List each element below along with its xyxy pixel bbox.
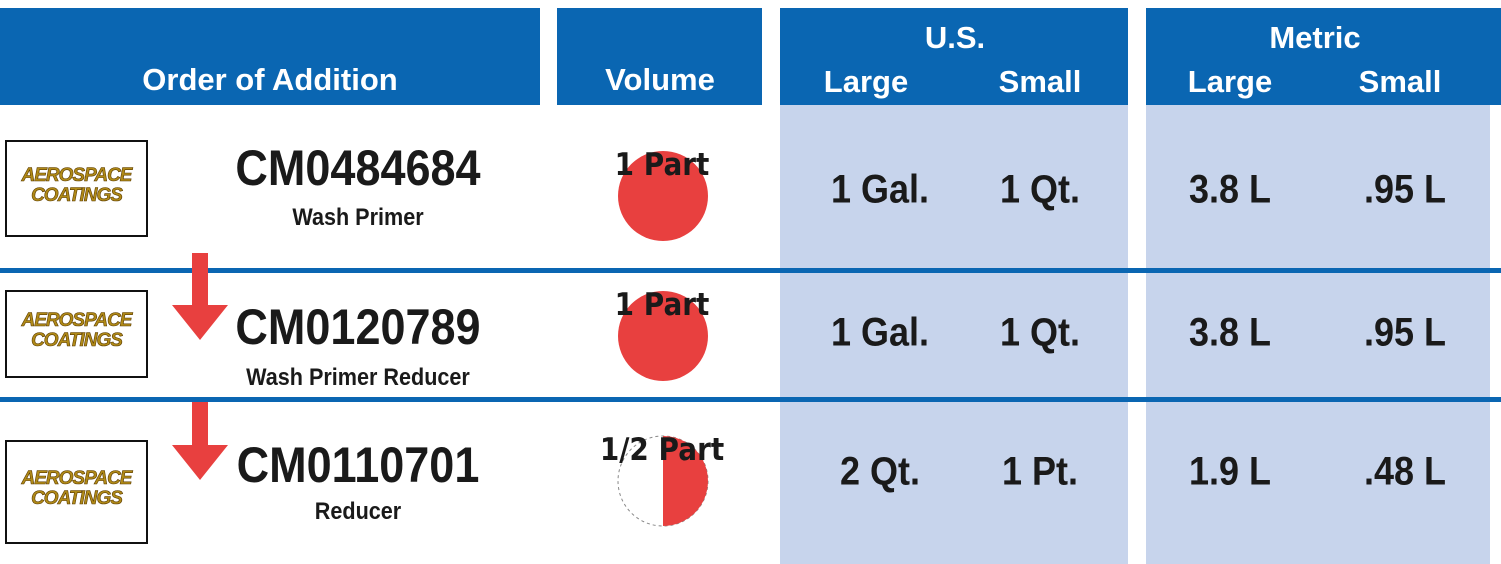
header-volume: Volume bbox=[605, 62, 715, 98]
volume: 1 Part bbox=[615, 147, 710, 183]
us-small: 1 Qt. bbox=[1000, 168, 1080, 213]
product-code: CM0120789 bbox=[235, 298, 480, 356]
volume: 1 Part bbox=[615, 287, 710, 323]
arrow bbox=[172, 253, 228, 340]
product-name: Wash Primer bbox=[292, 204, 423, 232]
us-small: 1 Qt. bbox=[1000, 311, 1080, 356]
metric-small: .95 L bbox=[1364, 168, 1446, 213]
header-metric: Metric bbox=[1269, 20, 1360, 56]
logo-text: COATINGS bbox=[7, 488, 146, 510]
header-us-small: Small bbox=[999, 64, 1082, 100]
metric-small: .48 L bbox=[1364, 450, 1446, 495]
header-metric-small: Small bbox=[1359, 64, 1442, 100]
product-name: Wash Primer Reducer bbox=[246, 364, 470, 392]
logo-text: COATINGS bbox=[7, 185, 146, 207]
mixing-table: Order of Addition Volume U.S. Large Smal… bbox=[0, 0, 1501, 564]
us-large: 1 Gal. bbox=[831, 168, 929, 213]
logo-text: AEROSPACE bbox=[7, 468, 146, 490]
logo-text: AEROSPACE bbox=[7, 165, 146, 187]
us-small: 1 Pt. bbox=[1002, 450, 1078, 495]
metric-large: 3.8 L bbox=[1189, 311, 1271, 356]
header-metric-large: Large bbox=[1188, 64, 1272, 100]
header-order: Order of Addition bbox=[142, 62, 397, 98]
header-us: U.S. bbox=[925, 20, 985, 56]
metric-small: .95 L bbox=[1364, 311, 1446, 356]
us-large: 2 Qt. bbox=[840, 450, 920, 495]
product-name: Reducer bbox=[315, 498, 401, 526]
arrow bbox=[172, 402, 228, 480]
us-large: 1 Gal. bbox=[831, 311, 929, 356]
metric-large: 3.8 L bbox=[1189, 168, 1271, 213]
metric-large: 1.9 L bbox=[1189, 450, 1271, 495]
logo-text: AEROSPACE bbox=[7, 310, 146, 332]
logo-text: COATINGS bbox=[7, 330, 146, 352]
header-us-large: Large bbox=[824, 64, 908, 100]
product-code: CM0110701 bbox=[237, 436, 480, 494]
volume: 1/2 Part bbox=[600, 432, 724, 468]
product-code: CM0484684 bbox=[235, 139, 480, 197]
